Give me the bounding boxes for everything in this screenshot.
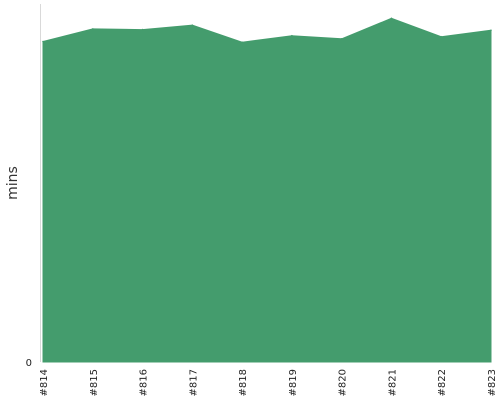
data-point-816 <box>141 28 144 31</box>
area-series-layer <box>42 17 492 363</box>
x-tick-label-816: #816 <box>139 369 150 396</box>
data-point-822 <box>440 35 443 38</box>
x-tick-label-817: #817 <box>188 369 199 396</box>
area-series-0 <box>42 17 492 363</box>
x-tick-label-821: #821 <box>387 369 398 396</box>
x-tick-label-814: #814 <box>39 369 50 396</box>
y-tick-zero: 0 <box>26 358 32 369</box>
data-point-819 <box>291 34 293 37</box>
data-point-820 <box>340 37 343 40</box>
data-point-817 <box>191 24 194 26</box>
x-tick-labels: #814 #815 #816 #817 #818 #819 #820 #821 #822 #823 <box>39 369 498 396</box>
data-point-814 <box>42 40 44 43</box>
data-point-818 <box>241 41 243 43</box>
data-point-823 <box>490 29 492 32</box>
y-axis-title: mins <box>5 166 21 200</box>
x-tick-label-819: #819 <box>288 369 299 396</box>
data-point-815 <box>91 28 94 30</box>
x-tick-label-818: #818 <box>238 369 249 396</box>
x-tick-label-822: #822 <box>437 369 448 396</box>
data-point-821 <box>390 17 393 20</box>
x-tick-label-823: #823 <box>487 369 498 396</box>
x-tick-label-820: #820 <box>338 369 349 396</box>
x-tick-label-815: #815 <box>89 369 100 396</box>
